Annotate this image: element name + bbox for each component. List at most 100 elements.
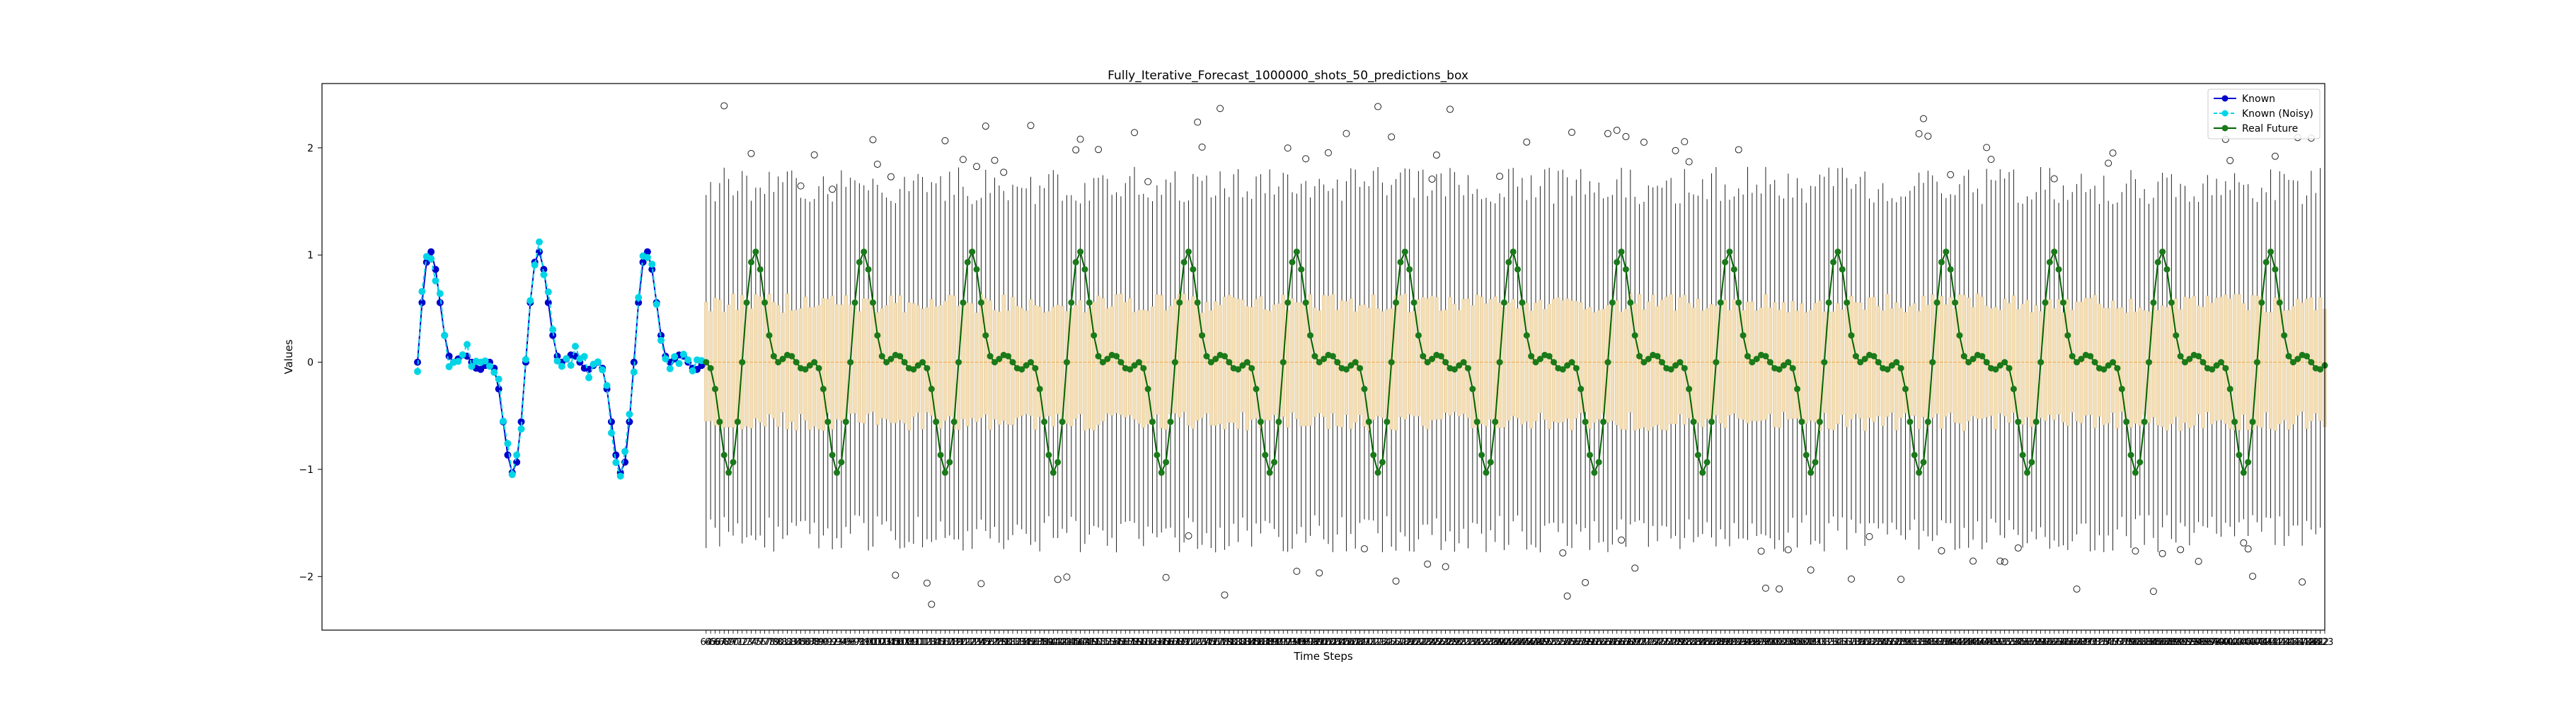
prediction-box xyxy=(1840,167,1844,518)
box-body xyxy=(2246,310,2250,430)
real-future-point xyxy=(1045,452,1052,459)
known-point xyxy=(612,451,620,459)
box-body xyxy=(2273,297,2277,431)
x-tick-label: 370 xyxy=(2077,637,2095,648)
real-future-point xyxy=(1469,385,1476,392)
box-outlier xyxy=(1072,146,1080,154)
real-future-point xyxy=(2249,418,2256,426)
real-future-point xyxy=(1816,418,1823,426)
x-tick-label: 399 xyxy=(2208,637,2226,648)
prediction-box xyxy=(916,173,920,518)
box-body xyxy=(1754,310,1759,422)
x-tick-label: 167 xyxy=(1162,637,1180,648)
box-body xyxy=(749,308,754,428)
x-tick-label: 145 xyxy=(1062,637,1080,648)
x-tick-label: 235 xyxy=(1468,637,1486,648)
real-future-point xyxy=(1897,365,1904,372)
box-body xyxy=(2241,303,2246,415)
real-future-point xyxy=(1956,332,1963,339)
prediction-box xyxy=(1385,195,1389,517)
x-tick-label: 185 xyxy=(1243,637,1260,648)
x-tick-label: 115 xyxy=(927,637,945,648)
box-outlier xyxy=(873,160,881,168)
prediction-box xyxy=(1466,175,1471,549)
real-future-point xyxy=(1902,385,1909,392)
real-future-point xyxy=(2055,266,2062,273)
x-tick-label: 310 xyxy=(1807,637,1824,648)
x-tick-label: 98 xyxy=(853,637,866,648)
y-axis-label: Values xyxy=(282,339,295,374)
prediction-box xyxy=(2177,183,2185,554)
real-future-point xyxy=(1127,366,1134,373)
real-future-point xyxy=(1460,359,1467,366)
real-future-point xyxy=(1023,362,1030,369)
x-tick-label: 238 xyxy=(1482,637,1500,648)
prediction-box xyxy=(1006,200,1011,540)
real-future-point xyxy=(950,418,958,426)
prediction-box xyxy=(1701,179,1705,535)
box-body xyxy=(1701,310,1705,428)
prediction-box xyxy=(1520,178,1524,532)
real-future-point xyxy=(2168,299,2175,306)
x-tick-label: 364 xyxy=(2050,637,2068,648)
prediction-box xyxy=(1403,168,1407,537)
prediction-box xyxy=(2047,168,2052,549)
real-future-point xyxy=(1789,365,1796,372)
box-body xyxy=(997,312,1001,425)
x-tick-label: 351 xyxy=(1991,637,2009,648)
y-tick-label: 2 xyxy=(307,143,314,154)
box-outlier xyxy=(1848,575,1856,583)
known-point xyxy=(495,385,502,393)
prediction-box xyxy=(731,195,735,536)
prediction-box xyxy=(776,176,781,527)
real-future-point xyxy=(2294,355,2301,362)
x-tick-label: 159 xyxy=(1126,637,1144,648)
real-future-point xyxy=(2046,258,2053,266)
prediction-box xyxy=(2043,189,2047,537)
prediction-box xyxy=(1773,180,1777,549)
x-tick-label: 341 xyxy=(1946,637,1964,648)
prediction-box xyxy=(1502,197,1507,551)
box-body xyxy=(1028,299,1033,416)
x-tick-label: 303 xyxy=(1775,637,1793,648)
prediction-box xyxy=(1290,192,1294,549)
prediction-box xyxy=(2318,168,2323,528)
known-noisy-point xyxy=(657,336,665,344)
box-outlier xyxy=(1131,129,1139,137)
box-outlier xyxy=(2177,546,2185,554)
x-tick-label: 178 xyxy=(1212,637,1229,648)
box-body xyxy=(718,299,722,427)
real-future-point xyxy=(1464,365,1471,372)
box-body xyxy=(1195,299,1200,421)
box-body xyxy=(1705,308,1709,419)
box-body xyxy=(1308,294,1313,426)
x-tick-label: 213 xyxy=(1369,637,1387,648)
x-tick-label: 132 xyxy=(1004,637,1022,648)
x-tick-label: 316 xyxy=(1834,637,1851,648)
x-tick-label: 332 xyxy=(1906,637,1924,648)
real-future-point xyxy=(811,359,818,366)
x-tick-label: 205 xyxy=(1333,637,1351,648)
legend-entry-known-noisy: Known (Noisy) xyxy=(2214,108,2313,120)
prediction-box xyxy=(2129,170,2133,548)
box-outlier xyxy=(1302,155,1310,163)
prediction-box xyxy=(1903,196,1908,540)
prediction-box xyxy=(2291,180,2296,526)
prediction-box xyxy=(2020,203,2025,548)
x-tick-label: 179 xyxy=(1216,637,1234,648)
box-body xyxy=(1957,295,1962,424)
box-body xyxy=(1461,299,1466,414)
x-axis-label: Time Steps xyxy=(1293,650,1353,663)
chart-title: Fully_Iterative_Forecast_1000000_shots_5… xyxy=(1108,69,1468,83)
prediction-box xyxy=(862,185,866,523)
box-body xyxy=(1560,300,1565,423)
box-body xyxy=(726,304,731,428)
real-future-point xyxy=(1875,359,1882,366)
legend-label-known-noisy: Known (Noisy) xyxy=(2242,108,2313,120)
x-tick-label: 143 xyxy=(1054,637,1071,648)
prediction-box xyxy=(2260,188,2264,532)
known-noisy-point xyxy=(571,343,579,350)
box-outlier xyxy=(2109,149,2117,157)
box-body xyxy=(1096,295,1100,426)
x-tick-label: 142 xyxy=(1049,637,1066,648)
